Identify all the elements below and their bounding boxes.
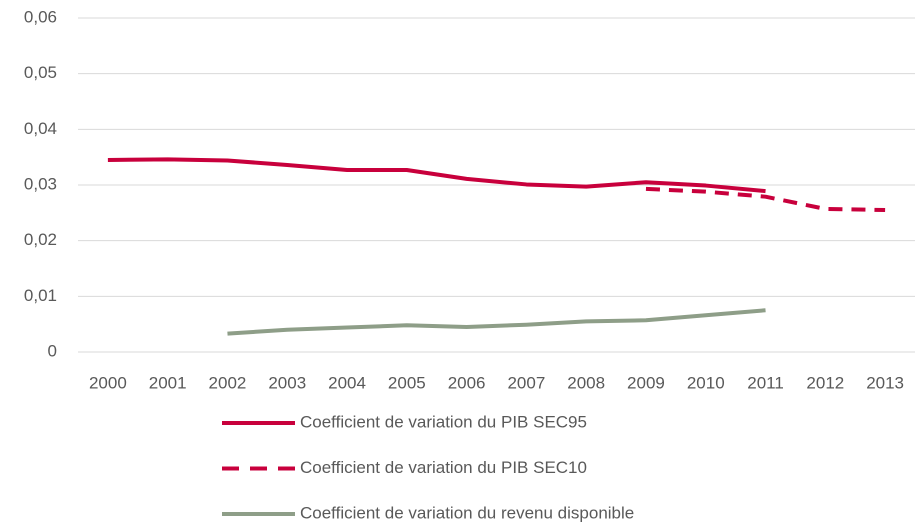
x-tick-label: 2009 xyxy=(627,373,665,392)
x-tick-label: 2000 xyxy=(89,373,127,392)
x-tick-label: 2012 xyxy=(806,373,844,392)
x-tick-label: 2004 xyxy=(328,373,366,392)
x-tick-label: 2001 xyxy=(149,373,187,392)
y-tick-label: 0,02 xyxy=(24,230,57,249)
legend-label: Coefficient de variation du PIB SEC95 xyxy=(300,412,587,431)
y-tick-label: 0 xyxy=(48,341,57,360)
x-tick-label: 2008 xyxy=(567,373,605,392)
x-tick-label: 2010 xyxy=(687,373,725,392)
x-tick-label: 2007 xyxy=(507,373,545,392)
x-tick-label: 2003 xyxy=(268,373,306,392)
series-line xyxy=(645,186,886,213)
y-tick-label: 0,01 xyxy=(24,286,57,305)
x-tick-label: 2006 xyxy=(448,373,486,392)
y-tick-label: 0,03 xyxy=(24,174,57,193)
y-tick-label: 0,05 xyxy=(24,63,57,82)
series-line xyxy=(107,157,766,194)
y-tick-label: 0,06 xyxy=(24,7,57,26)
x-tick-label: 2005 xyxy=(388,373,426,392)
x-tick-label: 2002 xyxy=(209,373,247,392)
y-tick-label: 0,04 xyxy=(24,119,57,138)
legend-label: Coefficient de variation du revenu dispo… xyxy=(300,503,634,522)
series-line xyxy=(227,308,766,336)
x-tick-label: 2011 xyxy=(747,373,784,392)
x-tick-label: 2013 xyxy=(866,373,904,392)
legend-label: Coefficient de variation du PIB SEC10 xyxy=(300,458,587,477)
